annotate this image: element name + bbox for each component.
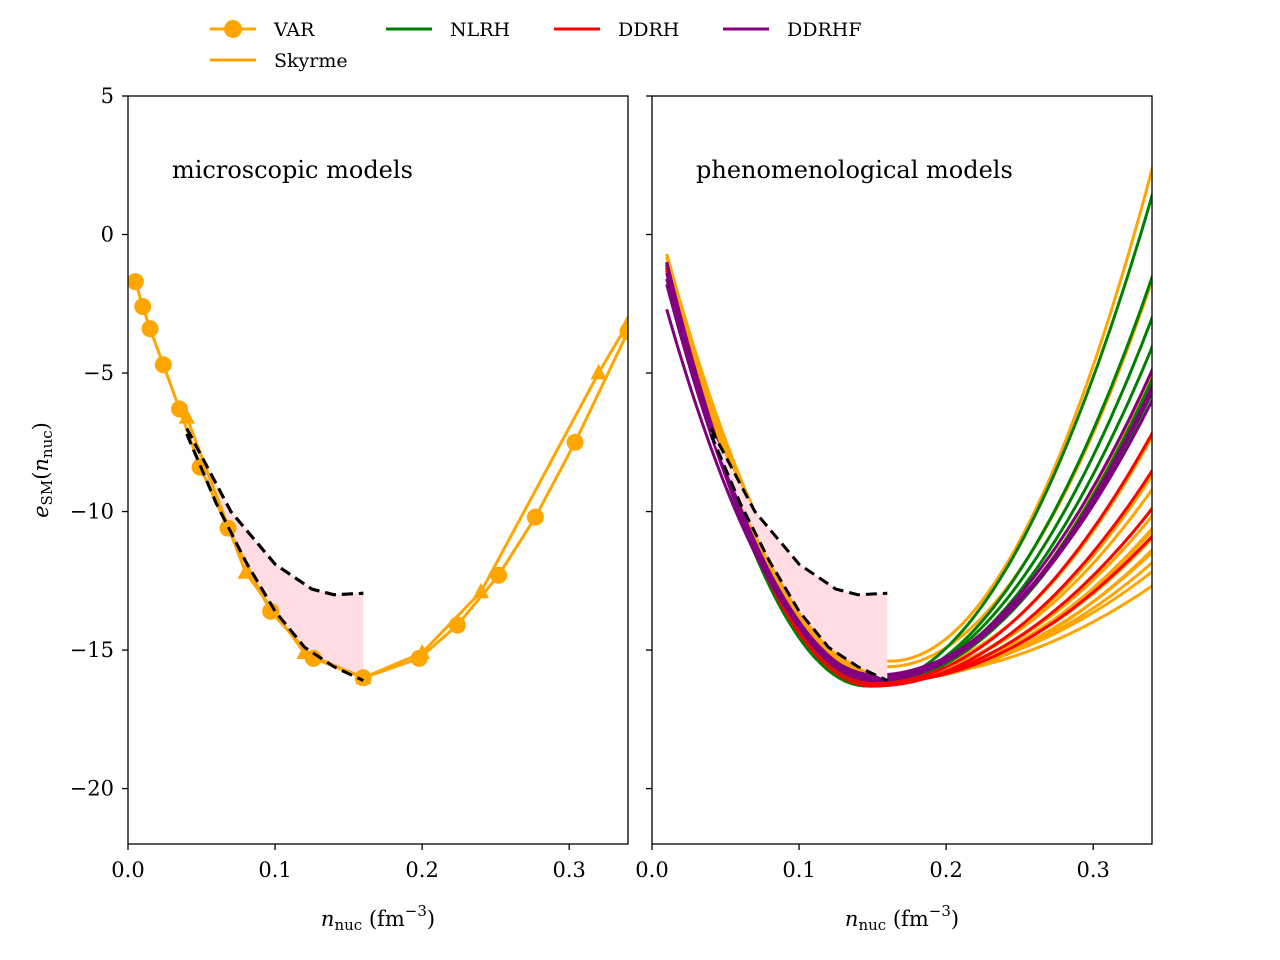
left-series-1-point-5 bbox=[472, 582, 490, 599]
left-series-1-point-2 bbox=[296, 643, 313, 660]
left-series-0-point-7 bbox=[262, 602, 280, 620]
right-x-tick-label-3: 0.3 bbox=[1076, 858, 1109, 882]
left-band-fill bbox=[186, 428, 364, 681]
right-constraint-band bbox=[709, 427, 888, 682]
right-band-upper-dashed bbox=[709, 427, 888, 597]
left-series-0-point-13 bbox=[526, 508, 544, 526]
legend-entry-var: VAR bbox=[210, 19, 315, 41]
left-series-1-point-7 bbox=[619, 314, 628, 330]
left-y-ticks: 5 0 −5 −10 −15 −20 bbox=[70, 84, 128, 801]
left-series-0-point-0 bbox=[128, 273, 144, 291]
left-series-0-point-12 bbox=[490, 566, 508, 584]
left-series-1-line bbox=[185, 322, 628, 680]
left-series-0-point-4 bbox=[170, 400, 188, 418]
left-x-tick-label-1: 0.1 bbox=[258, 858, 291, 882]
right-band-lower-dashed bbox=[709, 433, 888, 682]
left-y-tick-label-0: 5 bbox=[101, 84, 114, 108]
legend-label-skyrme: Skyrme bbox=[274, 50, 348, 72]
left-y-tick-label-5: −20 bbox=[70, 777, 114, 801]
right-panel: phenomenological models 0.0 0.1 0.2 0.3 nnu… bbox=[635, 95, 1153, 934]
left-x-tick-label-3: 0.3 bbox=[552, 858, 585, 882]
legend-label-ddrh: DDRH bbox=[618, 19, 679, 41]
right-x-tick-label-0: 0.0 bbox=[635, 858, 668, 882]
left-series-0-point-11 bbox=[448, 616, 466, 634]
right-ddrhf-curve-4 bbox=[665, 278, 1152, 680]
legend-label-ddrhf: DDRHF bbox=[787, 19, 862, 41]
left-series-1-point-6 bbox=[590, 364, 607, 380]
right-skyrme-curve-0 bbox=[665, 163, 1152, 663]
left-series-1-point-0 bbox=[178, 408, 195, 424]
left-series-1-point-4 bbox=[414, 643, 431, 660]
right-skyrme-curve-1 bbox=[665, 256, 1152, 669]
right-ddrhf-curve-3 bbox=[665, 308, 1152, 677]
left-y-tick-label-2: −5 bbox=[83, 361, 114, 385]
right-x-axis-label: nnuc (fm−3) bbox=[845, 902, 959, 934]
left-panel: microscopic models 0.0 0.1 0.2 0.3 5 0 −5 −10 −… bbox=[29, 84, 629, 934]
left-series-1-point-1 bbox=[237, 563, 254, 579]
right-axes-frame bbox=[651, 95, 1153, 845]
left-x-tick-label-2: 0.2 bbox=[405, 858, 438, 882]
left-series-0-point-3 bbox=[154, 356, 172, 374]
left-y-tick-label-3: −10 bbox=[70, 500, 114, 524]
left-series-0-point-2 bbox=[141, 320, 159, 338]
right-x-tick-label-1: 0.1 bbox=[782, 858, 815, 882]
left-series-0-point-1 bbox=[134, 298, 152, 316]
left-series-0-point-14 bbox=[566, 433, 584, 451]
legend-entry-nlrh: NLRH bbox=[386, 19, 510, 41]
left-band-upper-dashed-top bbox=[185, 427, 364, 597]
left-axes-frame bbox=[127, 95, 629, 845]
legend-entry-skyrme: Skyrme bbox=[210, 50, 348, 72]
right-x-ticks: 0.0 0.1 0.2 0.3 bbox=[635, 844, 1110, 882]
right-y-ticks bbox=[646, 95, 652, 790]
legend-entry-ddrhf: DDRHF bbox=[723, 19, 862, 41]
left-y-tick-label-4: −15 bbox=[70, 638, 114, 662]
legend-label-nlrh: NLRH bbox=[450, 19, 510, 41]
right-panel-annotation: phenomenological models bbox=[696, 156, 1013, 184]
left-band-lower-dashed-top bbox=[185, 433, 364, 682]
left-x-axis-label: nnuc (fm−3) bbox=[321, 902, 435, 934]
left-y-tick-label-1: 0 bbox=[101, 223, 114, 247]
left-constraint-band bbox=[185, 427, 364, 682]
right-band-fill bbox=[710, 428, 888, 681]
left-x-ticks: 0.0 0.1 0.2 0.3 bbox=[111, 844, 586, 882]
right-series-group bbox=[665, 163, 1152, 688]
legend-entry-ddrh: DDRH bbox=[554, 19, 679, 41]
legend: VAR Skyrme NLRH DDRH DDRHF bbox=[210, 19, 862, 72]
right-x-tick-label-2: 0.2 bbox=[929, 858, 962, 882]
legend-label-var: VAR bbox=[273, 19, 315, 41]
left-x-tick-label-0: 0.0 bbox=[111, 858, 144, 882]
right-nlrh-curve-2 bbox=[665, 264, 1152, 685]
left-series-group bbox=[128, 273, 628, 687]
y-axis-label: eSM(nnuc) bbox=[29, 422, 56, 518]
legend-marker-var bbox=[224, 20, 242, 38]
left-panel-annotation: microscopic models bbox=[172, 156, 413, 184]
